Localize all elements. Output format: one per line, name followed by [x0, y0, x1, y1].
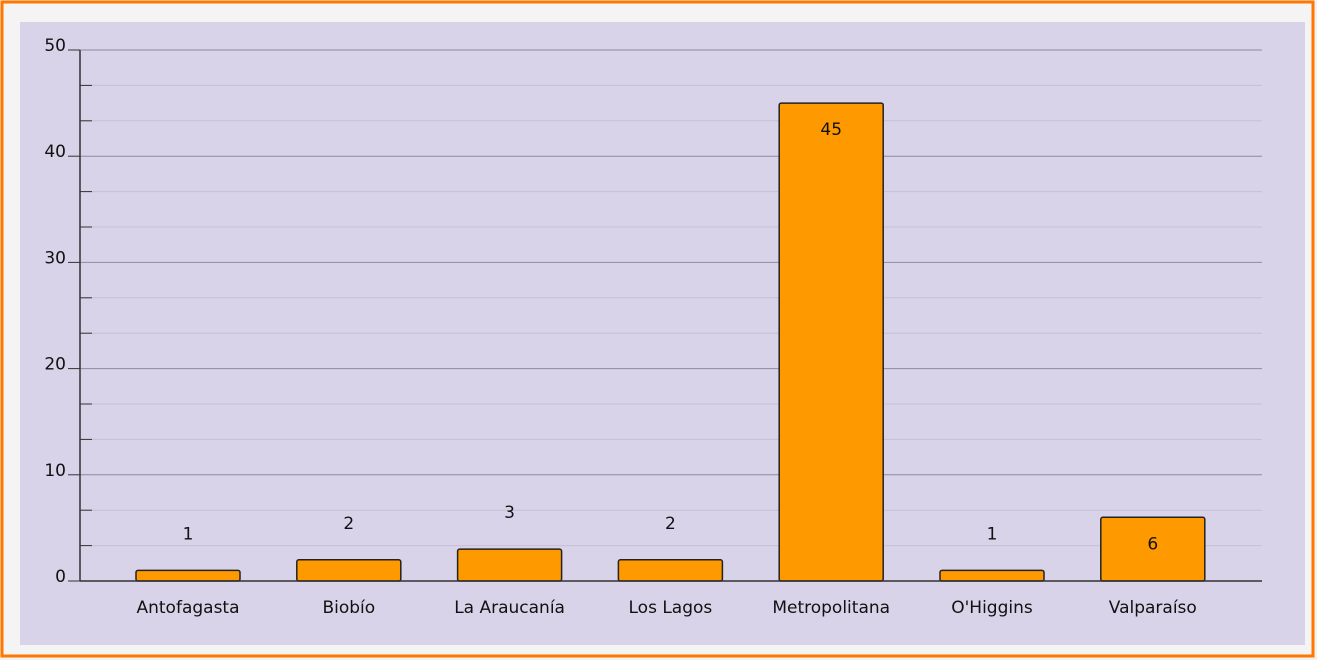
x-tick-label: Valparaíso [1109, 598, 1197, 618]
bar [135, 569, 241, 582]
bar [778, 102, 884, 582]
data-label: 1 [183, 524, 194, 544]
x-tick-label: Los Lagos [629, 598, 713, 618]
data-label: 2 [665, 514, 676, 534]
bar [456, 548, 563, 582]
y-tick-label: 0 [55, 567, 66, 587]
data-label: 2 [343, 514, 354, 534]
bar [296, 559, 402, 582]
bar [617, 559, 724, 582]
x-tick-label: La Araucanía [454, 598, 565, 618]
y-tick-label: 30 [44, 248, 66, 268]
data-label: 45 [820, 120, 842, 140]
x-tick-label: Biobío [322, 598, 375, 618]
y-tick-label: 50 [44, 36, 66, 56]
x-tick-label: Metropolitana [772, 598, 890, 618]
data-label: 1 [987, 524, 998, 544]
data-label: 6 [1147, 534, 1158, 554]
y-tick-label: 20 [44, 355, 66, 375]
y-tick-label: 10 [44, 461, 66, 481]
data-label: 3 [504, 503, 515, 523]
y-tick-label: 40 [44, 142, 66, 162]
x-tick-label: Antofagasta [136, 598, 239, 618]
bar [939, 569, 1045, 582]
x-tick-label: O'Higgins [951, 598, 1033, 618]
